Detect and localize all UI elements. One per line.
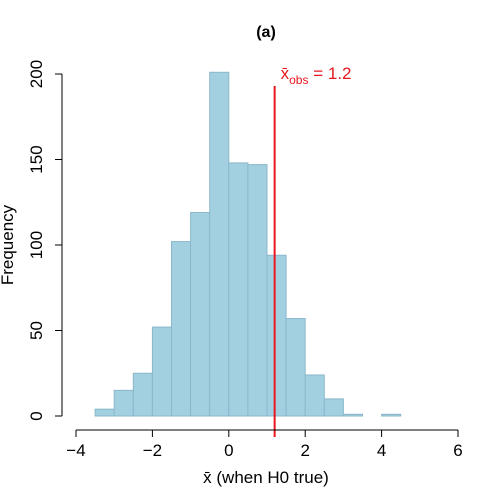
y-tick-label-3: 150: [27, 145, 46, 173]
histogram-bar-10: [285, 318, 306, 417]
histogram-bar-2: [132, 372, 153, 417]
observed-mean-label-main: x̄: [281, 64, 290, 83]
y-tick-label-4: 200: [27, 60, 46, 88]
histogram-bar-7: [228, 162, 249, 417]
histogram-bar-1: [113, 389, 134, 417]
x-tick-label-0: −4: [66, 441, 85, 460]
x-tick-label-4: 4: [377, 441, 386, 460]
bars-group: [94, 71, 402, 417]
histogram-bar-6: [209, 71, 230, 417]
y-axis: 0 50 100 150 200: [27, 60, 63, 421]
y-tick-label-1: 50: [27, 321, 46, 340]
histogram-bar-12: [323, 398, 344, 417]
observed-mean-label-sub: obs: [289, 73, 308, 87]
observed-mean-label-value: = 1.2: [308, 64, 351, 83]
x-tick-label-1: −2: [143, 441, 162, 460]
x-tick-label-2: 0: [224, 441, 233, 460]
histogram-bar-9: [266, 254, 287, 417]
chart-title: (a): [256, 24, 276, 41]
histogram-bar-0: [94, 408, 115, 417]
histogram-bar-11: [304, 374, 325, 417]
histogram-bar-4: [171, 241, 192, 417]
histogram-bar-15: [381, 413, 402, 417]
y-tick-label-2: 100: [27, 231, 46, 259]
observed-mean-label: x̄obs = 1.2: [281, 64, 352, 87]
x-axis: −4 −2 0 2 4 6: [66, 429, 463, 460]
y-tick-label-0: 0: [27, 411, 46, 420]
histogram-bar-8: [247, 164, 268, 417]
x-tick-label-5: 6: [453, 441, 462, 460]
histogram-bar-5: [190, 212, 211, 417]
x-tick-label-3: 2: [300, 441, 309, 460]
y-axis-label: Frequency: [0, 204, 17, 285]
x-axis-label: x̄ (when H0 true): [203, 468, 329, 487]
histogram-bar-13: [342, 413, 363, 417]
histogram-bar-3: [151, 326, 172, 417]
